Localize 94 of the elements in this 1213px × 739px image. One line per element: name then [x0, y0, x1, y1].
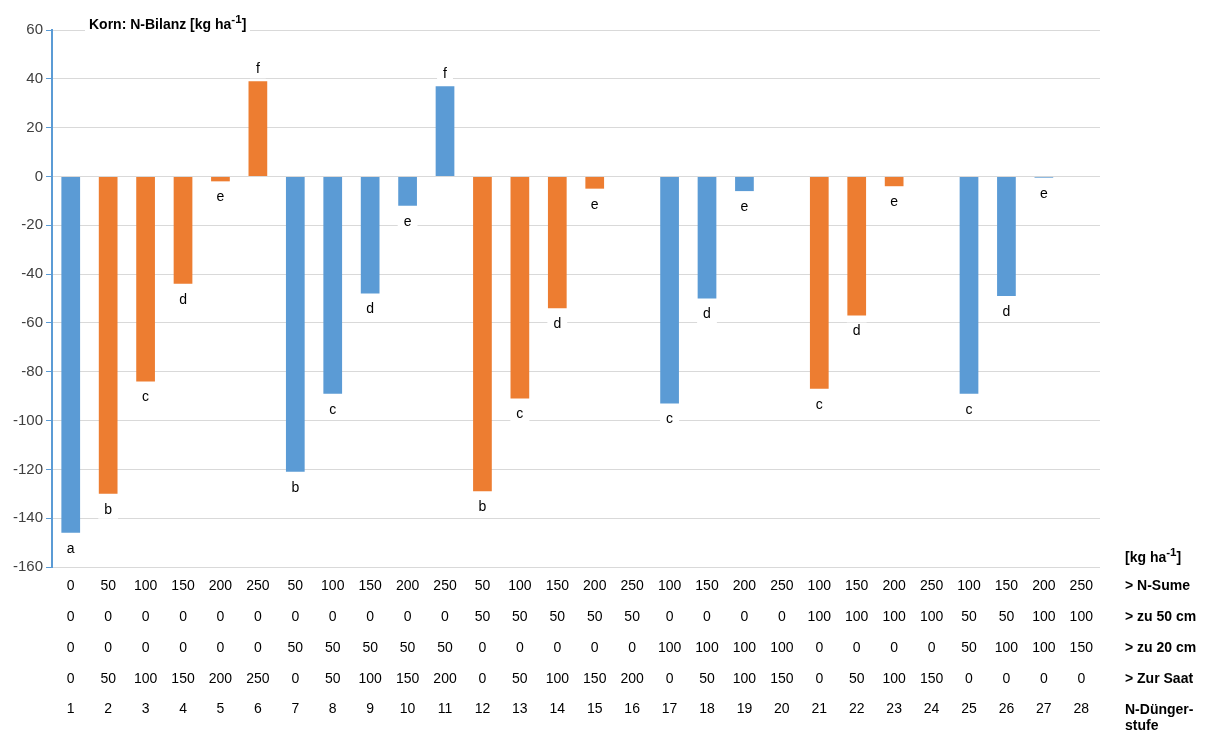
x-tick-label: 0 0 0 0 1	[66, 577, 75, 717]
x-tick-label: 150 100 0 50 22	[845, 577, 869, 717]
bar	[735, 176, 754, 192]
x-tick-label: 50 0 0 50 2	[100, 577, 117, 717]
data-label: e	[403, 212, 412, 229]
data-label: b	[104, 500, 113, 517]
y-tick-label: -160	[12, 557, 44, 575]
x-tick-label: 250 0 50 200 11	[433, 577, 457, 717]
text: > N-Sume	[1125, 577, 1191, 594]
y-tick-label: -140	[12, 508, 44, 526]
bar	[323, 176, 343, 394]
x-tick-label: 250 100 150 0 28	[1069, 577, 1094, 717]
x-tick-label: 100 0 0 100 3	[133, 577, 158, 717]
bar	[435, 86, 455, 176]
x-tick-label: 150 50 100 0 26	[994, 577, 1019, 717]
x-tick-label: 150 50 0 100 14	[545, 577, 570, 717]
x-tick-label: 200 50 0 150 15	[583, 577, 607, 717]
y-tick-label: -20	[21, 215, 44, 233]
bar	[697, 176, 717, 299]
x-tick-label: 200 0 0 200 5	[208, 577, 233, 717]
data-label: d	[1002, 302, 1011, 319]
data-label: e	[890, 193, 899, 210]
data-label: c	[329, 400, 337, 417]
bar	[547, 176, 567, 309]
x-tick-label: 150 0 0 150 4	[171, 577, 195, 717]
data-label: c	[516, 405, 524, 422]
x-tick-label: 100 100 0 0 21	[807, 577, 832, 717]
x-tick-label: 200 100 0 100 23	[882, 577, 907, 717]
x-tick-label: 200 100 100 0 27	[1032, 577, 1056, 717]
data-label: b	[291, 478, 300, 495]
bar	[660, 176, 679, 404]
x-tick-label: 150 0 50 100 9	[358, 577, 383, 717]
x-tick-label: 50 50 0 0 12	[474, 577, 491, 717]
data-label: e	[1039, 184, 1048, 201]
bar	[136, 176, 155, 382]
data-label: d	[366, 300, 375, 317]
bar	[398, 176, 417, 206]
data-label: a	[66, 539, 75, 556]
chart-title: Korn: N-Bilanz [kg ha$^{-1}$]	[85, 12, 251, 32]
bar	[997, 176, 1016, 297]
bar	[809, 176, 829, 389]
bar	[61, 176, 81, 533]
text: > zu 20 cm	[1125, 639, 1198, 655]
bar	[473, 176, 492, 492]
bar	[360, 176, 380, 294]
text: > Zur Saat	[1125, 669, 1195, 686]
data-label: f	[443, 65, 448, 81]
y-tick-label: 60	[26, 20, 44, 38]
bar	[585, 176, 605, 189]
data-label: c	[965, 400, 973, 417]
x-tick-label: 200 0 50 150 10	[395, 577, 420, 717]
text: N-Dünger-stufe	[1125, 700, 1195, 733]
data-label: b	[478, 498, 487, 515]
data-label: d	[179, 290, 187, 307]
bar	[98, 176, 118, 494]
data-label: d	[703, 305, 711, 322]
y-tick-label: 40	[26, 68, 44, 86]
text: [kg ha$^{-1}$]	[1125, 545, 1183, 565]
bar	[248, 81, 268, 176]
y-tick-label: -120	[12, 459, 44, 477]
bar	[510, 176, 530, 399]
x-tick-label: 100 0 50 50 8	[321, 577, 345, 717]
y-tick-label: 0	[34, 166, 44, 184]
bar	[173, 176, 193, 284]
data-label: e	[590, 195, 599, 212]
x-tick-label: 100 50 0 50 13	[508, 577, 532, 717]
x-tick-label: 50 0 50 0 7	[287, 577, 304, 717]
data-label: c	[142, 388, 150, 405]
x-tick-label: 250 100 0 150 24	[919, 577, 944, 717]
data-label: c	[815, 395, 823, 412]
y-tick-label: 20	[26, 117, 44, 135]
x-tick-label: 250 0 100 150 20	[770, 577, 794, 717]
y-tick-label: -60	[21, 313, 44, 331]
bar	[884, 176, 904, 187]
x-tick-label: 250 0 0 250 6	[246, 577, 270, 717]
data-label: c	[666, 410, 674, 427]
bar	[847, 176, 867, 316]
data-label: d	[852, 322, 861, 339]
text: > zu 50 cm	[1125, 608, 1198, 625]
x-tick-label: 150 0 100 50 18	[695, 577, 719, 717]
data-label: f	[255, 60, 260, 77]
x-tick-label: 100 50 50 0 25	[957, 577, 981, 717]
data-label: d	[553, 315, 562, 332]
y-tick-label: -80	[21, 361, 44, 379]
y-tick-label: -100	[12, 410, 44, 428]
data-label: e	[216, 188, 225, 205]
data-label: e	[740, 197, 749, 214]
bar	[285, 176, 305, 472]
bar	[959, 176, 979, 394]
y-tick-label: -40	[21, 264, 44, 282]
x-tick-label: 200 0 100 100 19	[732, 577, 757, 717]
x-tick-label: 100 0 100 0 17	[657, 577, 682, 717]
x-tick-label: 250 50 0 200 16	[620, 577, 645, 717]
bar	[211, 176, 230, 182]
